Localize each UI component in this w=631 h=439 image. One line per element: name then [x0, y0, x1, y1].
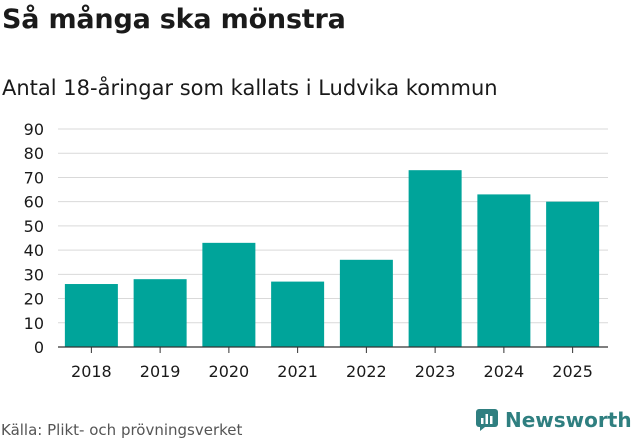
bar-2019 [133, 279, 187, 347]
newsworthy-logo-icon [476, 409, 498, 431]
bar-2021 [271, 281, 325, 347]
x-tick-label: 2020 [209, 362, 250, 381]
x-tick-label: 2022 [346, 362, 387, 381]
y-tick-label: 90 [24, 120, 44, 139]
bar-2023 [408, 170, 462, 347]
bar-chart: 0 10 20 30 40 50 60 70 80 90 2018 2019 2020 2021 2022… [24, 120, 608, 381]
y-tick-label: 80 [24, 144, 44, 163]
bar-2024 [477, 194, 531, 347]
newsworthy-logo-text: Newsworthy [505, 408, 631, 432]
x-tick-label: 2018 [71, 362, 112, 381]
source-note: Källa: Plikt- och prövningsverket [1, 421, 243, 439]
newsworthy-logo[interactable]: Newsworthy [475, 408, 631, 432]
y-tick-label: 20 [24, 290, 44, 309]
bar-2025 [546, 201, 600, 347]
x-tick-label: 2024 [484, 362, 525, 381]
x-tick-label: 2023 [415, 362, 456, 381]
x-axis-ticks: 2018 2019 2020 2021 2022 2023 2024 2025 [71, 362, 593, 381]
bars [64, 170, 600, 347]
y-axis-ticks: 0 10 20 30 40 50 60 70 80 90 [24, 120, 44, 357]
y-tick-label: 60 [24, 193, 44, 212]
y-tick-label: 50 [24, 217, 44, 236]
x-tick-label: 2025 [552, 362, 593, 381]
y-tick-label: 10 [24, 314, 44, 333]
bar-2022 [339, 259, 393, 347]
chart-title: Så många ska mönstra [2, 4, 346, 35]
bar-2018 [64, 284, 118, 347]
y-tick-label: 0 [34, 338, 44, 357]
bar-2020 [202, 242, 256, 347]
y-tick-label: 40 [24, 241, 44, 260]
y-tick-label: 30 [24, 265, 44, 284]
chart-subtitle: Antal 18-åringar som kallats i Ludvika k… [2, 76, 498, 100]
x-tick-label: 2019 [140, 362, 181, 381]
x-tick-label: 2021 [277, 362, 318, 381]
y-tick-label: 70 [24, 168, 44, 187]
x-axis [58, 346, 608, 353]
